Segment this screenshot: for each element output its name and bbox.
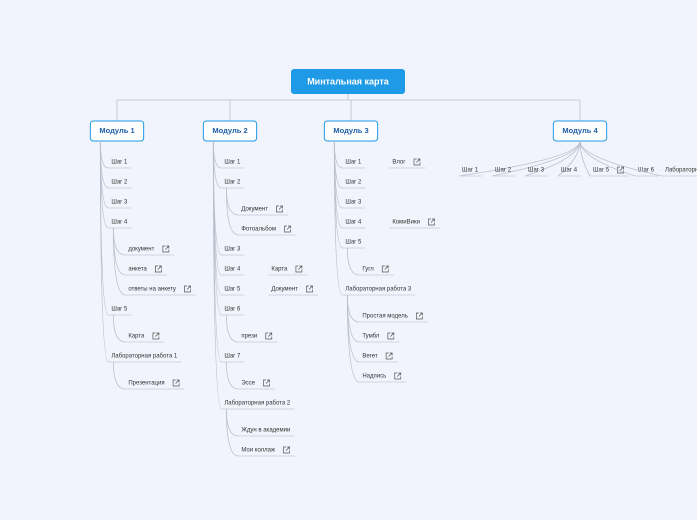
root-node[interactable]: [291, 69, 405, 94]
module-title[interactable]: Модуль 3: [333, 126, 368, 135]
link-icon[interactable]: [276, 205, 283, 213]
node-label[interactable]: анкета: [128, 267, 147, 273]
node-label[interactable]: Документ: [241, 207, 268, 213]
node-label[interactable]: Презентация: [128, 381, 164, 387]
module-node[interactable]: [89, 120, 145, 142]
node-label[interactable]: Шаг 1: [111, 160, 128, 166]
node-label[interactable]: ответы на анкету: [128, 287, 176, 293]
link-icon[interactable]: [306, 285, 313, 293]
node-label[interactable]: Шаг 6: [224, 307, 241, 313]
node-label[interactable]: Шаг 4: [224, 267, 241, 273]
node-label[interactable]: Шаг 6: [638, 168, 655, 174]
connector: [346, 294, 360, 383]
node-label[interactable]: Шаг 1: [224, 160, 241, 166]
link-icon[interactable]: [387, 332, 395, 340]
node-label[interactable]: Карта: [128, 334, 145, 340]
node-label[interactable]: Шаг 7: [224, 354, 241, 360]
node-label[interactable]: Шаг 5: [345, 240, 362, 246]
connector: [112, 314, 126, 343]
node-label[interactable]: Шаг 2: [224, 180, 241, 186]
link-icon[interactable]: [265, 332, 273, 340]
connector: [112, 227, 126, 296]
link-icon[interactable]: [385, 352, 393, 360]
node-label[interactable]: Мои коллаж: [241, 448, 275, 454]
connector: [579, 140, 663, 177]
node-label[interactable]: Шаг 3: [111, 200, 128, 206]
connector: [225, 408, 239, 457]
link-icon[interactable]: [284, 225, 291, 233]
link-icon[interactable]: [172, 379, 180, 387]
node-label[interactable]: Карта: [271, 267, 288, 273]
node-label[interactable]: Влог: [392, 160, 406, 166]
node-label[interactable]: Шаг 2: [495, 168, 512, 174]
link-icon[interactable]: [162, 245, 170, 253]
node-label[interactable]: Шаг 3: [528, 168, 545, 174]
link-icon[interactable]: [428, 218, 435, 226]
link-icon[interactable]: [394, 372, 402, 380]
module-title[interactable]: Модуль 1: [99, 126, 134, 135]
node-label[interactable]: Шаг 5: [111, 307, 128, 313]
link-icon[interactable]: [155, 265, 162, 273]
node-label[interactable]: Лабораторная работа 3: [345, 287, 412, 293]
module-node[interactable]: [202, 120, 258, 142]
node-label[interactable]: Надпись: [362, 374, 386, 380]
node-label[interactable]: Эссе: [241, 381, 255, 387]
node-label[interactable]: Гугл: [362, 267, 374, 273]
node-label[interactable]: Вегет: [362, 354, 378, 360]
node-label[interactable]: документ: [128, 247, 154, 253]
link-icon[interactable]: [152, 332, 160, 340]
node-label[interactable]: Шаг 4: [111, 220, 128, 226]
connector: [225, 361, 239, 390]
node-label[interactable]: Шаг 5: [593, 168, 610, 174]
link-icon[interactable]: [381, 265, 389, 273]
link-icon[interactable]: [295, 265, 303, 273]
connector: [333, 140, 343, 296]
connector: [112, 361, 126, 390]
node-label[interactable]: Простая модель: [362, 314, 408, 320]
node-label[interactable]: Фотоальбом: [241, 227, 276, 233]
connector: [491, 140, 581, 177]
connector: [225, 314, 239, 343]
node-label[interactable]: Документ: [271, 287, 298, 293]
connector: [346, 247, 360, 276]
link-icon[interactable]: [283, 446, 290, 454]
node-label[interactable]: Шаг 1: [462, 168, 479, 174]
link-icon[interactable]: [263, 379, 270, 387]
node-label[interactable]: Лабораторная работа 4: [665, 168, 697, 174]
module-node[interactable]: [323, 120, 379, 142]
module-title[interactable]: Модуль 2: [212, 126, 247, 135]
connector: [458, 140, 581, 177]
link-icon[interactable]: [416, 312, 423, 320]
node-label[interactable]: Тумбл: [362, 334, 379, 340]
node-label[interactable]: Шаг 2: [111, 180, 128, 186]
node-label[interactable]: Шаг 2: [345, 180, 362, 186]
node-label[interactable]: Шаг 3: [224, 247, 241, 253]
node-label[interactable]: прези: [241, 334, 257, 340]
node-label[interactable]: Шаг 4: [561, 168, 578, 174]
node-label[interactable]: Шаг 3: [345, 200, 362, 206]
node-label[interactable]: Лабораторная работа 1: [111, 354, 178, 360]
node-label[interactable]: Шаг 1: [345, 160, 362, 166]
link-icon[interactable]: [184, 285, 191, 293]
root-title: Минтальная карта: [307, 76, 390, 86]
connector: [212, 140, 222, 410]
link-icon[interactable]: [413, 158, 421, 166]
node-label[interactable]: Ждун в академии: [241, 428, 290, 434]
node-label[interactable]: Лабораторная работа 2: [224, 401, 291, 407]
module-title[interactable]: Модуль 4: [562, 126, 598, 135]
node-label[interactable]: Шаг 4: [345, 220, 362, 226]
node-label[interactable]: КомиВики: [392, 220, 420, 226]
connector: [99, 140, 109, 363]
node-label[interactable]: Шаг 5: [224, 287, 241, 293]
connector: [225, 187, 239, 236]
